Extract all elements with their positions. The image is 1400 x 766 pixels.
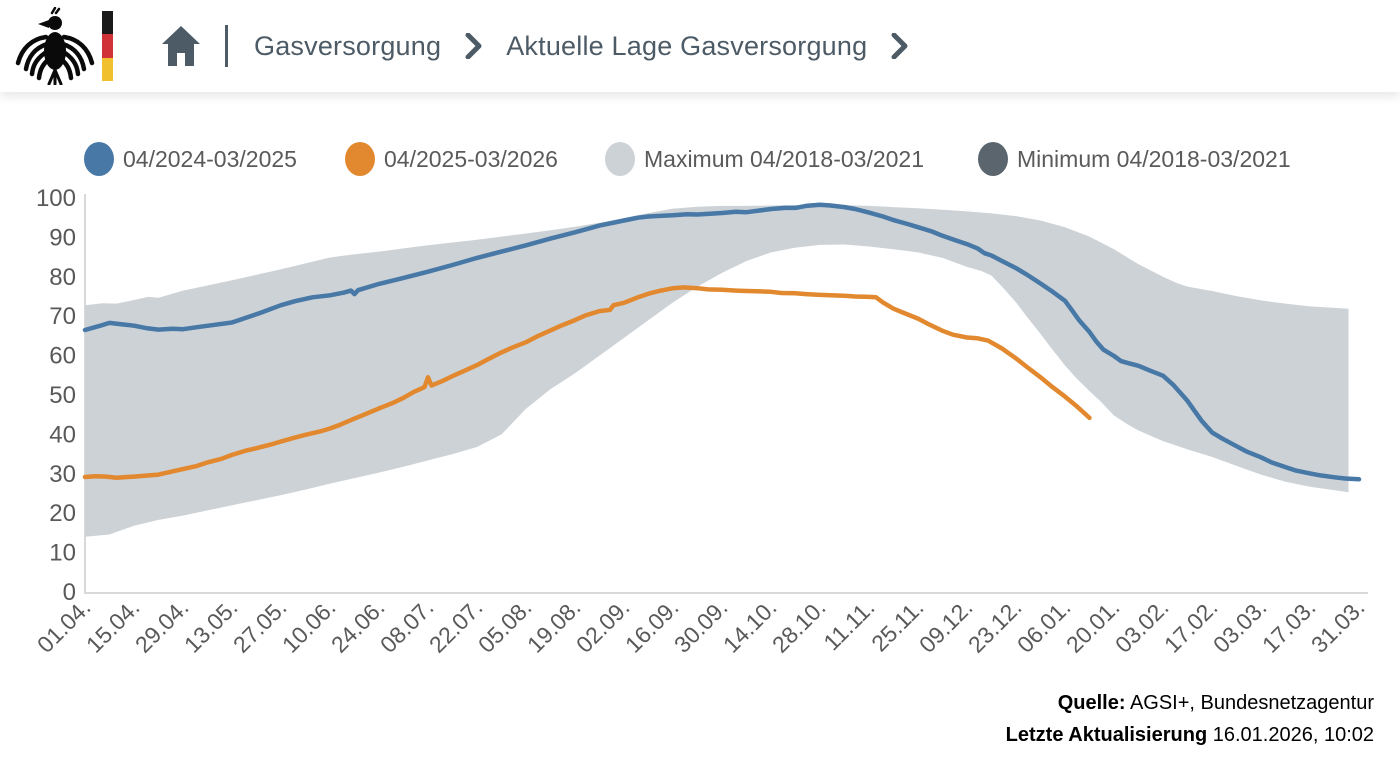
svg-text:70: 70 [49,303,76,330]
svg-text:16.09.: 16.09. [620,594,684,658]
legend-item-minimum[interactable]: Minimum 04/2018-03/2021 [978,141,1291,177]
source-value: AGSI+, Bundesnetzagentur [1129,692,1374,714]
legend-label: 04/2025-03/2026 [384,145,558,172]
svg-text:03.02.: 03.02. [1110,594,1174,658]
last-update-label: Letzte Aktualisierung [1005,724,1208,746]
svg-text:29.04.: 29.04. [130,594,194,658]
legend-item-2025-2026[interactable]: 04/2025-03/2026 [345,141,558,177]
legend-dot-darkgray [978,142,1008,176]
breadcrumb-item-gasversorgung[interactable]: Gasversorgung [254,30,442,61]
svg-text:10: 10 [49,540,76,567]
breadcrumb-home-link[interactable] [161,25,201,67]
min-max-band [85,204,1349,537]
svg-text:30: 30 [49,461,76,488]
svg-text:17.02.: 17.02. [1159,594,1223,658]
svg-text:25.11.: 25.11. [866,594,928,656]
svg-text:03.03.: 03.03. [1208,594,1272,658]
legend-label: Maximum 04/2018-03/2021 [644,145,924,172]
source-label: Quelle: [1057,692,1126,714]
svg-text:60: 60 [49,343,76,370]
legend-dot-lightgray [605,142,635,176]
legend-dot-blue [84,142,114,176]
legend-label: 04/2024-03/2025 [123,145,297,172]
chevron-right-icon [891,33,908,59]
svg-text:14.10.: 14.10. [718,594,782,658]
svg-text:09.12.: 09.12. [914,594,978,658]
last-update-value: 16.01.2026, 10:02 [1212,724,1374,746]
svg-text:90: 90 [49,224,76,251]
breadcrumb-divider [225,25,228,67]
svg-text:19.08.: 19.08. [522,594,586,658]
bundesnetzagentur-logo[interactable] [14,7,113,85]
legend-item-maximum[interactable]: Maximum 04/2018-03/2021 [605,141,924,177]
svg-text:20.01.: 20.01. [1061,594,1125,658]
y-axis-tick-labels: 0 10 20 30 40 50 60 70 80 90 100 [36,185,76,606]
chevron-right-icon [465,33,482,59]
svg-text:50: 50 [49,382,76,409]
header-bar: Gasversorgung Aktuelle Lage Gasversorgun… [0,0,1400,92]
svg-text:20: 20 [49,500,76,527]
legend-label: Minimum 04/2018-03/2021 [1017,145,1291,172]
german-flag-bar [102,11,113,81]
svg-text:02.09.: 02.09. [571,594,635,658]
svg-text:11.11.: 11.11. [818,594,879,655]
svg-text:0: 0 [63,579,76,606]
svg-text:27.05.: 27.05. [228,594,292,658]
svg-text:30.09.: 30.09. [669,594,733,658]
svg-text:31.03.: 31.03. [1306,594,1370,658]
svg-text:15.04.: 15.04. [81,594,145,658]
last-update-note: Letzte Aktualisierung 16.01.2026, 10:02 [1006,724,1374,747]
svg-text:80: 80 [49,264,76,291]
svg-text:13.05.: 13.05. [179,594,243,658]
svg-text:05.08.: 05.08. [473,594,537,658]
x-axis-tick-labels: 01.04.15.04.29.04.13.05.27.05.10.06.24.0… [32,594,1370,658]
svg-text:06.01.: 06.01. [1012,594,1076,658]
svg-text:08.07.: 08.07. [375,594,439,658]
svg-text:10.06.: 10.06. [277,594,341,658]
federal-eagle-icon [15,7,95,85]
svg-text:40: 40 [49,421,76,448]
home-icon [162,26,200,66]
source-note: Quelle: AGSI+, Bundesnetzagentur [1058,692,1374,715]
svg-text:23.12.: 23.12. [963,594,1027,658]
breadcrumb-item-aktuelle-lage[interactable]: Aktuelle Lage Gasversorgung [506,30,868,61]
svg-text:22.07.: 22.07. [424,594,488,658]
legend-dot-orange [345,142,375,176]
svg-text:17.03.: 17.03. [1257,594,1321,658]
svg-text:24.06.: 24.06. [326,594,390,658]
svg-text:100: 100 [36,185,76,212]
svg-text:28.10.: 28.10. [767,594,831,658]
series-lines [82,202,1362,482]
legend-item-2024-2025[interactable]: 04/2024-03/2025 [84,141,297,177]
